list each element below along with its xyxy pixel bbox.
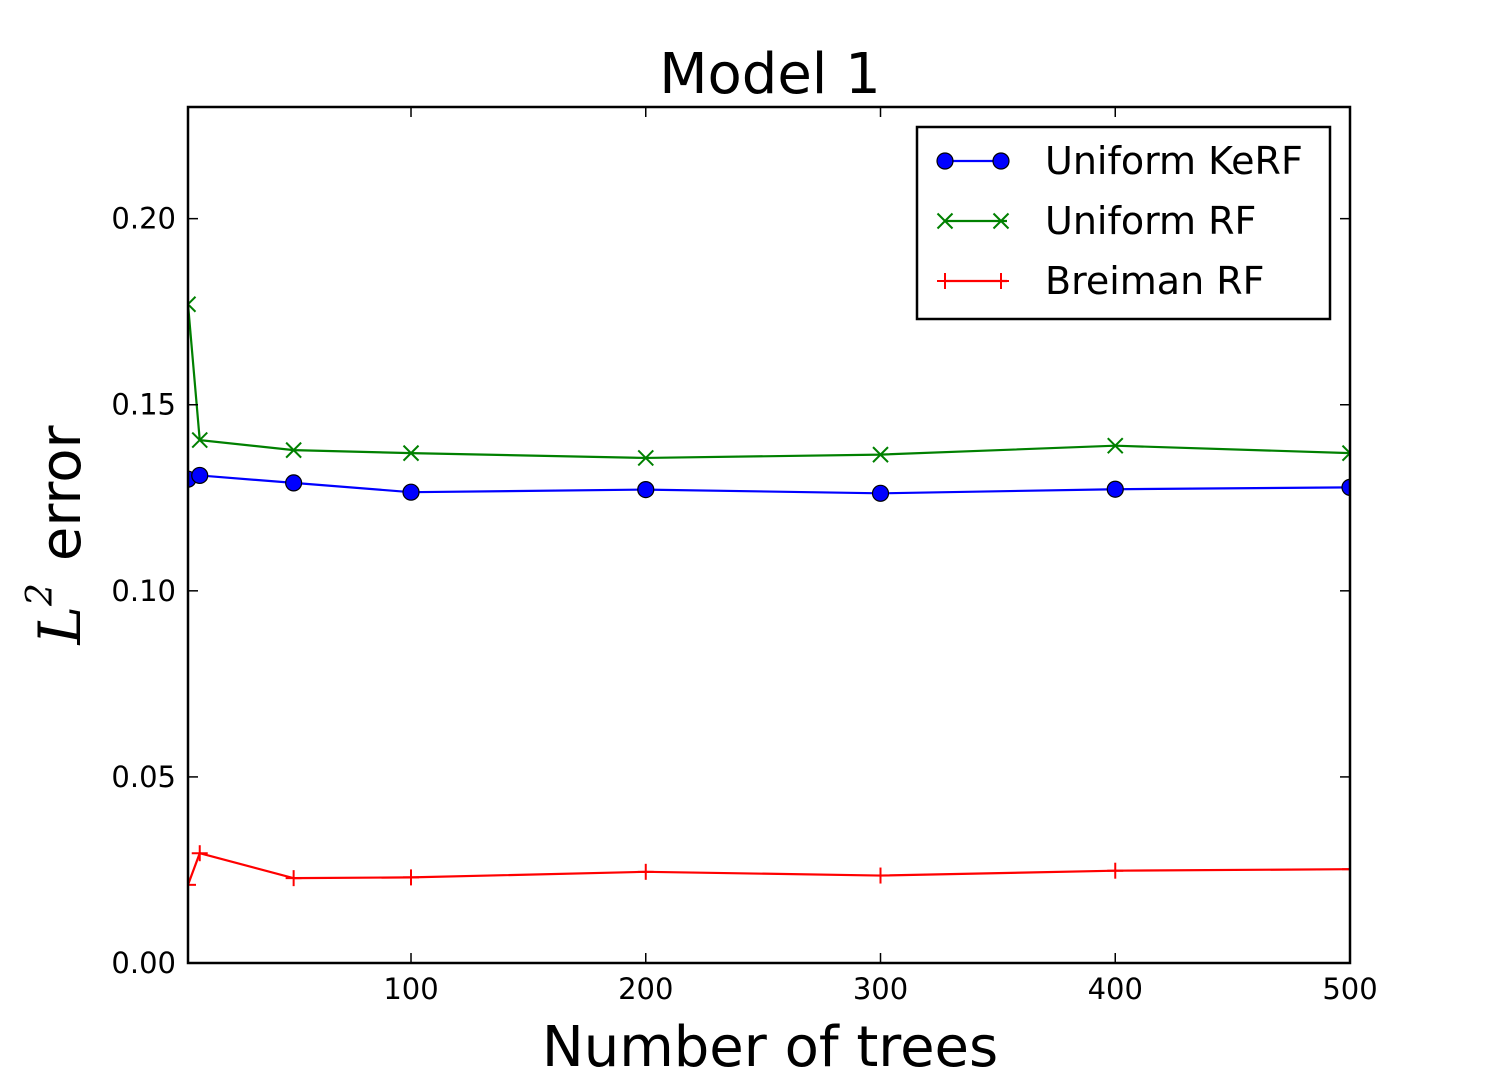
- legend-marker: [936, 152, 954, 170]
- data-point: [191, 845, 208, 862]
- legend-marker: [992, 152, 1010, 170]
- data-point: [285, 474, 303, 492]
- y-tick-label: 0.20: [111, 202, 176, 236]
- data-point: [1342, 861, 1350, 878]
- legend: Uniform KeRF Uniform RF Breiman RF: [915, 125, 1332, 321]
- series-line: [188, 474, 1350, 495]
- x-axis-title: Number of trees: [542, 1015, 998, 1070]
- series-uniform-kerf: [188, 466, 1350, 502]
- series-line: [188, 851, 1350, 886]
- data-point: [1341, 444, 1350, 462]
- data-point: [1107, 437, 1124, 454]
- data-point: [871, 484, 890, 502]
- legend-label: Uniform RF: [1045, 199, 1256, 243]
- data-point: [285, 441, 302, 459]
- y-axis-title: L2 error: [20, 425, 94, 646]
- x-tick-label: 500: [1322, 972, 1377, 1006]
- data-point: [402, 444, 420, 462]
- data-point: [872, 867, 889, 884]
- y-tick-label: 0.05: [111, 760, 176, 794]
- x-tick-label: 300: [853, 972, 908, 1006]
- data-point: [191, 466, 209, 485]
- data-point: [188, 876, 196, 893]
- y-axis-title-symbol: L: [26, 606, 94, 646]
- y-axis-title-text: error: [29, 425, 94, 562]
- data-point: [1341, 478, 1350, 496]
- y-tick-label: 0.00: [111, 946, 176, 980]
- legend-marker: [937, 273, 953, 289]
- legend-item: Breiman RF: [937, 259, 1265, 303]
- data-point: [1107, 862, 1124, 879]
- data-point: [637, 863, 654, 880]
- data-point: [188, 296, 197, 313]
- data-point: [637, 449, 654, 467]
- legend-label: Breiman RF: [1045, 259, 1265, 303]
- x-tick-label: 400: [1088, 972, 1143, 1006]
- x-tick-label: 100: [383, 972, 438, 1006]
- series-breiman-rf: [188, 845, 1350, 893]
- series-uniform-rf: [188, 296, 1350, 467]
- ticks-layer: 100 200 300 400 500 0.00 0.05 0.10 0.15 0.20: [111, 107, 1378, 1006]
- data-point: [285, 870, 302, 887]
- legend-marker: [993, 273, 1009, 289]
- data-point: [872, 446, 889, 463]
- data-point: [637, 480, 655, 499]
- y-tick-label: 0.15: [111, 388, 176, 422]
- data-point: [1106, 480, 1124, 498]
- legend-item: Uniform RF: [936, 199, 1256, 243]
- data-point: [403, 869, 420, 886]
- plot-frame: [186, 105, 1352, 965]
- series-layer: [188, 296, 1350, 893]
- data-point: [402, 483, 420, 501]
- y-tick-label: 0.10: [111, 574, 176, 608]
- data-point: [191, 431, 208, 449]
- legend-item: Uniform KeRF: [936, 139, 1303, 183]
- legend-box: [915, 125, 1332, 321]
- legend-label: Uniform KeRF: [1045, 139, 1303, 183]
- x-tick-label: 200: [618, 972, 673, 1006]
- y-axis-title-superscript: 2: [20, 583, 61, 607]
- series-line: [188, 304, 1350, 460]
- svg-text:L2error: L2 error: [20, 425, 94, 646]
- legend-marker: [936, 212, 954, 230]
- chart-title: Model 1: [659, 42, 881, 107]
- legend-marker: [992, 212, 1010, 230]
